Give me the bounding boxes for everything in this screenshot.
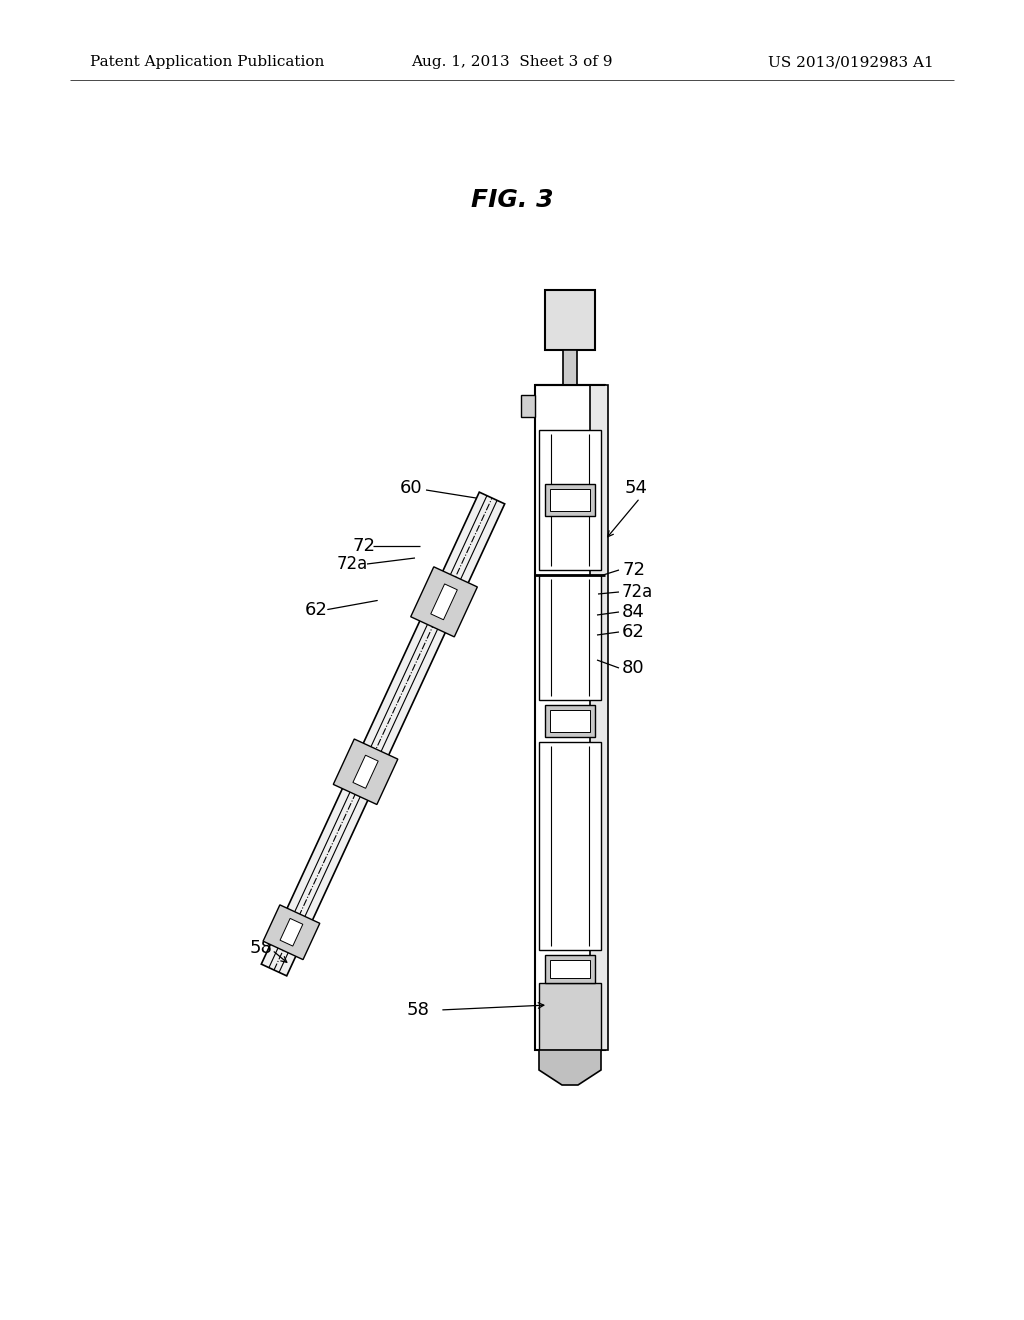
Text: 62: 62 bbox=[622, 623, 645, 642]
Polygon shape bbox=[333, 739, 398, 804]
Bar bbox=[550, 710, 590, 733]
Polygon shape bbox=[261, 492, 505, 975]
Bar bbox=[545, 484, 595, 516]
Text: 84: 84 bbox=[622, 603, 645, 620]
Bar bbox=[563, 350, 577, 385]
Text: FIG. 3: FIG. 3 bbox=[471, 187, 553, 213]
Text: 58: 58 bbox=[407, 1001, 429, 1019]
Bar bbox=[539, 430, 601, 570]
Polygon shape bbox=[280, 919, 303, 946]
Bar bbox=[539, 576, 601, 700]
Bar bbox=[545, 705, 595, 737]
Bar bbox=[550, 488, 590, 511]
Text: Aug. 1, 2013  Sheet 3 of 9: Aug. 1, 2013 Sheet 3 of 9 bbox=[412, 55, 612, 69]
Bar bbox=[539, 983, 601, 1049]
Text: 72: 72 bbox=[622, 561, 645, 579]
Bar bbox=[535, 385, 605, 1049]
Text: 58: 58 bbox=[250, 939, 272, 957]
Text: 72: 72 bbox=[353, 537, 376, 554]
Polygon shape bbox=[263, 904, 319, 960]
Text: 54: 54 bbox=[625, 479, 648, 498]
Text: 60: 60 bbox=[400, 479, 423, 498]
Bar bbox=[550, 960, 590, 978]
Polygon shape bbox=[539, 1049, 601, 1085]
Bar bbox=[545, 290, 595, 350]
Text: 72a: 72a bbox=[337, 554, 369, 573]
Polygon shape bbox=[353, 755, 378, 788]
Text: US 2013/0192983 A1: US 2013/0192983 A1 bbox=[768, 55, 934, 69]
Polygon shape bbox=[431, 583, 458, 620]
Text: 80: 80 bbox=[622, 659, 645, 677]
Bar bbox=[521, 395, 535, 417]
Text: 62: 62 bbox=[305, 601, 328, 619]
Polygon shape bbox=[411, 566, 477, 636]
Bar bbox=[539, 742, 601, 950]
Bar bbox=[545, 954, 595, 983]
Text: 72a: 72a bbox=[622, 583, 653, 601]
Bar bbox=[590, 385, 608, 1049]
Text: Patent Application Publication: Patent Application Publication bbox=[90, 55, 325, 69]
